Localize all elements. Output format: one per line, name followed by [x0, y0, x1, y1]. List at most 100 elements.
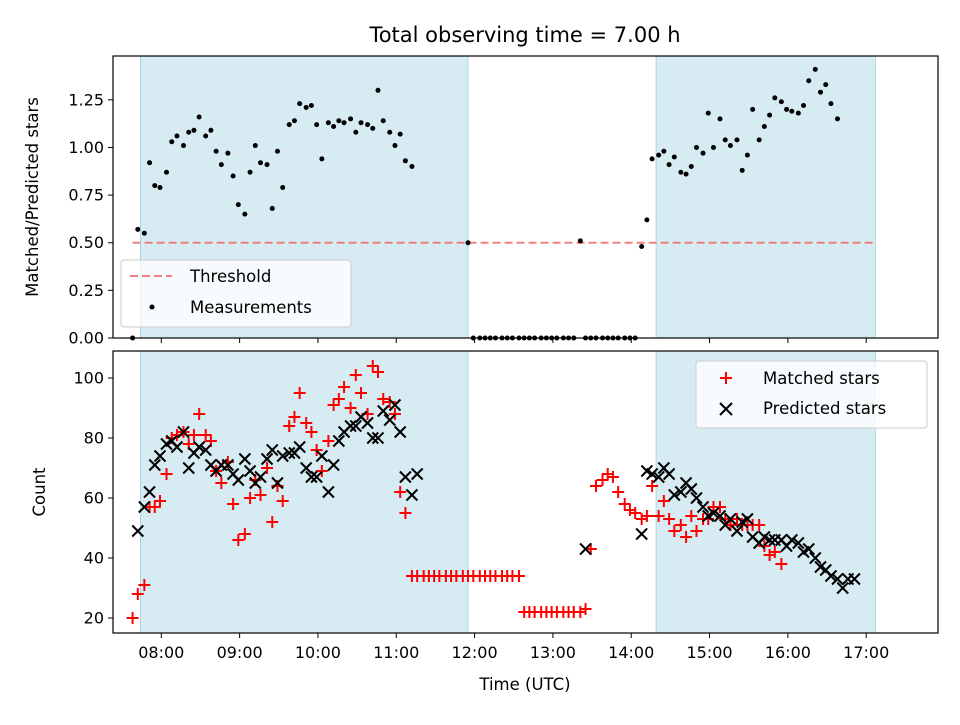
- matched-point: [148, 501, 161, 513]
- measurement-point: [180, 143, 186, 149]
- measurement-point: [671, 154, 677, 160]
- predicted-point: [645, 467, 659, 481]
- measurement-point: [750, 106, 756, 112]
- matched-point: [623, 504, 636, 516]
- measurement-point: [365, 122, 371, 128]
- measurement-point: [286, 122, 292, 128]
- measurement-point: [801, 103, 807, 109]
- predicted-point: [713, 509, 727, 523]
- matched-point: [344, 402, 357, 414]
- predicted-point: [802, 542, 815, 556]
- measurement-point: [370, 125, 376, 131]
- measurement-point: [269, 205, 275, 211]
- matched-point: [160, 468, 173, 480]
- measurement-point: [409, 164, 415, 170]
- matched-point: [322, 435, 335, 447]
- predicted-point: [192, 440, 206, 454]
- matched-point: [646, 480, 659, 492]
- measurement-point: [135, 226, 141, 232]
- matched-point: [663, 513, 676, 525]
- legend-matched-swatch: [720, 372, 732, 384]
- matched-point: [300, 417, 313, 429]
- predicted-point: [668, 488, 681, 502]
- measurement-point: [358, 120, 364, 126]
- matched-point: [126, 612, 139, 624]
- predicted-point: [685, 482, 698, 496]
- shaded-interval-1: [655, 55, 876, 339]
- matched-point: [579, 603, 592, 615]
- predicted-point: [232, 473, 245, 487]
- predicted-point: [293, 440, 306, 454]
- measurement-point: [666, 162, 672, 168]
- predicted-point: [405, 488, 419, 502]
- matched-point: [283, 420, 296, 432]
- x-axis-label: Time (UTC): [478, 675, 570, 694]
- legend-predicted-label: Predicted stars: [763, 399, 886, 418]
- predicted-point: [254, 470, 267, 484]
- matched-point: [215, 477, 228, 489]
- measurement-point: [683, 171, 689, 177]
- y-tick-label: 0.25: [68, 281, 104, 300]
- measurement-point: [678, 169, 684, 175]
- measurement-point: [147, 160, 153, 166]
- measurement-point: [717, 116, 723, 122]
- predicted-point: [361, 416, 374, 430]
- measurement-point: [812, 66, 818, 72]
- matched-point: [232, 534, 245, 546]
- measurement-point: [235, 202, 241, 208]
- matched-point: [355, 387, 368, 399]
- measurement-point: [303, 104, 309, 110]
- predicted-point: [809, 551, 822, 565]
- legend-threshold-label: Threshold: [189, 267, 271, 286]
- predicted-point: [310, 470, 323, 484]
- x-tick-label: 13:00: [530, 643, 576, 662]
- measurement-point: [319, 156, 325, 162]
- x-tick-label: 14:00: [608, 643, 654, 662]
- predicted-point: [662, 467, 676, 481]
- measurement-point: [392, 143, 398, 149]
- matched-point: [138, 579, 151, 591]
- measurement-point: [191, 127, 197, 133]
- matched-point: [388, 408, 401, 420]
- measurement-point: [152, 183, 158, 189]
- measurement-point: [291, 118, 297, 124]
- matched-point: [606, 471, 619, 483]
- x-tick-label: 15:00: [687, 643, 733, 662]
- measurement-point: [744, 152, 750, 158]
- predicted-point: [182, 461, 195, 475]
- measurement-point: [806, 78, 812, 84]
- measurement-point: [314, 122, 320, 128]
- bottom-legend-box: [695, 360, 928, 429]
- measurement-point: [789, 108, 795, 114]
- bottom-shaded-intervals: [140, 350, 876, 634]
- matched-point: [768, 546, 781, 558]
- predicted-point: [377, 404, 390, 418]
- predicted-point: [153, 449, 167, 463]
- measurement-point: [767, 112, 773, 118]
- measurement-point: [308, 103, 314, 109]
- predicted-point: [824, 569, 838, 583]
- measurement-point: [208, 127, 214, 133]
- matched-point: [394, 486, 407, 498]
- measurement-point: [203, 133, 209, 139]
- measurement-point: [247, 169, 253, 175]
- y-tick-label: 0.75: [68, 186, 104, 205]
- y-tick-label: 1.00: [68, 138, 104, 157]
- matched-point: [596, 474, 609, 486]
- matched-point: [618, 498, 631, 510]
- measurement-point: [157, 184, 163, 190]
- predicted-point: [635, 527, 648, 541]
- measurement-point: [739, 167, 745, 173]
- predicted-point: [371, 431, 385, 445]
- predicted-point: [836, 581, 849, 595]
- legend-predicted-swatch: [719, 402, 733, 416]
- measurement-point: [225, 150, 231, 156]
- measurement-point: [375, 87, 381, 93]
- predicted-point: [707, 506, 720, 520]
- measurement-point: [348, 116, 354, 122]
- matched-point: [629, 507, 642, 519]
- top-axes-frame: [112, 55, 939, 339]
- predicted-point: [322, 485, 335, 499]
- measurement-point: [213, 148, 219, 154]
- matched-point: [349, 369, 362, 381]
